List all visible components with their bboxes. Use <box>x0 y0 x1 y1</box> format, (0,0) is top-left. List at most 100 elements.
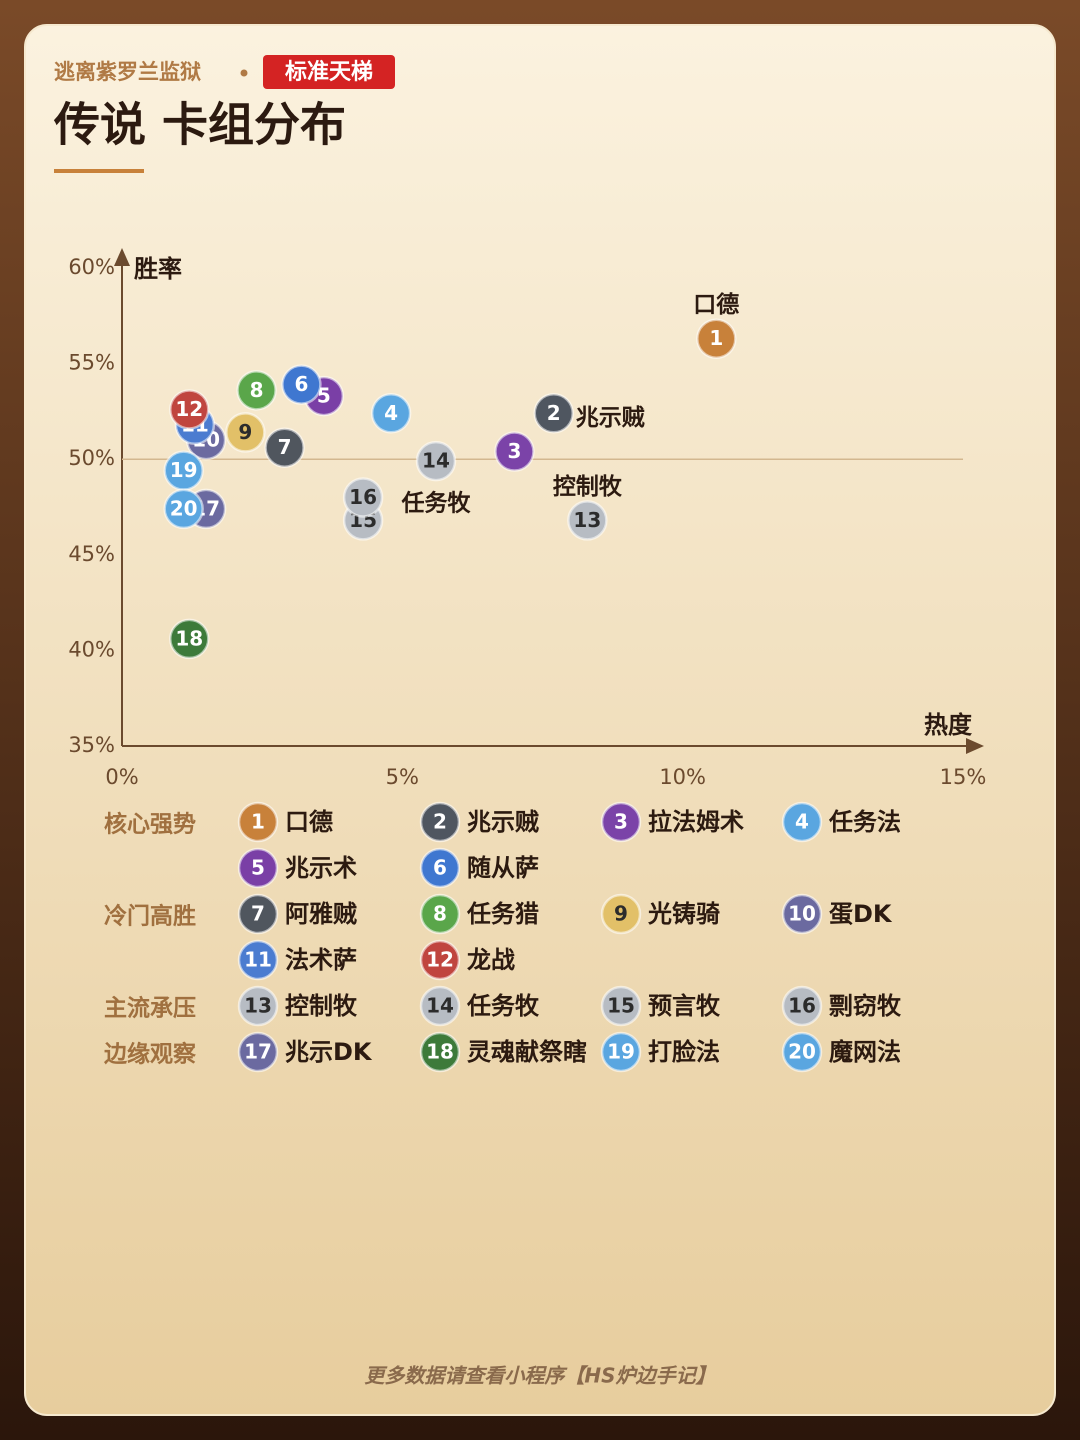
point-id: 2 <box>433 810 447 834</box>
y-tick-label: 35% <box>68 733 115 757</box>
point-marker <box>237 939 279 981</box>
x-tick-label: 10% <box>659 765 706 789</box>
point-marker <box>600 985 642 1027</box>
x-tick-label: 5% <box>386 765 419 789</box>
point-id: 10 <box>788 902 816 926</box>
point-marker <box>781 985 823 1027</box>
point-marker <box>600 801 642 843</box>
y-tick-label: 45% <box>68 542 115 566</box>
callout: 兆示贼 <box>576 405 645 431</box>
point-id: 20 <box>170 496 198 520</box>
point-marker <box>419 847 461 889</box>
legend-name: 口德 <box>285 808 333 836</box>
point-id: 6 <box>433 856 447 880</box>
point-marker <box>237 847 279 889</box>
point-id: 20 <box>788 1040 816 1064</box>
legend-name: 灵魂献祭瞎 <box>467 1038 587 1066</box>
legend-name: 随从萨 <box>467 854 539 882</box>
point-id: 3 <box>614 810 628 834</box>
point-marker <box>781 893 823 935</box>
point-id: 4 <box>795 810 809 834</box>
badge: 标准天梯 <box>285 59 373 85</box>
x-tick-label: 15% <box>940 765 987 789</box>
legend-group: 核心强势 <box>104 811 196 838</box>
scatter-point <box>281 364 322 405</box>
legend-name: 光铸骑 <box>647 900 720 928</box>
y-tick-label: 50% <box>68 446 115 470</box>
point-id: 12 <box>426 948 454 972</box>
legend-name: 蛋DK <box>829 900 893 928</box>
point-marker <box>419 985 461 1027</box>
point-id: 1 <box>251 810 265 834</box>
scatter-point <box>494 431 535 472</box>
point-id: 3 <box>508 439 522 463</box>
point-id: 9 <box>614 902 628 926</box>
callout: 控制牧 <box>553 473 623 500</box>
scatter-point <box>696 318 737 359</box>
point-id: 16 <box>788 994 816 1018</box>
point-marker <box>600 1031 642 1073</box>
point-id: 13 <box>573 508 601 532</box>
point-marker <box>419 893 461 935</box>
point-id: 5 <box>251 856 265 880</box>
point-marker <box>237 893 279 935</box>
point-id: 1 <box>709 326 723 350</box>
point-id: 11 <box>244 948 272 972</box>
legend-group: 主流承压 <box>104 995 196 1022</box>
x-tick-label: 0% <box>105 765 138 789</box>
legend-name: 任务法 <box>828 808 901 836</box>
point-id: 17 <box>244 1040 272 1064</box>
legend-name: 剽窃牧 <box>829 992 902 1020</box>
point-marker <box>237 1031 279 1073</box>
badge-bg <box>263 55 395 89</box>
point-id: 7 <box>278 435 292 459</box>
legend-name: 龙战 <box>467 946 515 974</box>
y-tick-label: 60% <box>68 255 115 279</box>
point-id: 13 <box>244 994 272 1018</box>
point-id: 8 <box>250 378 264 402</box>
point-marker <box>781 1031 823 1073</box>
scatter-point <box>415 440 457 482</box>
legend-group: 边缘观察 <box>104 1041 197 1068</box>
point-id: 14 <box>426 994 454 1018</box>
point-id: 19 <box>607 1040 635 1064</box>
point-marker <box>237 985 279 1027</box>
legend-name: 兆示DK <box>285 1038 373 1066</box>
title-underline <box>54 169 144 173</box>
point-id: 6 <box>294 372 308 396</box>
y-axis-label: 胜率 <box>134 255 182 283</box>
point-id: 9 <box>238 420 252 444</box>
legend-name: 兆示术 <box>285 854 357 882</box>
point-marker <box>781 801 823 843</box>
card <box>24 24 1056 1416</box>
scatter-point <box>533 393 574 434</box>
callout: 口德 <box>693 291 739 318</box>
point-id: 7 <box>251 902 265 926</box>
y-tick-label: 55% <box>68 351 115 375</box>
point-id: 4 <box>384 401 398 425</box>
legend-name: 魔网法 <box>829 1038 901 1066</box>
scatter-point <box>163 488 204 530</box>
legend-name: 预言牧 <box>648 992 721 1020</box>
legend-name: 拉法姆术 <box>648 808 744 836</box>
point-marker <box>600 893 642 935</box>
point-marker <box>419 939 461 981</box>
legend-name: 打脸法 <box>648 1038 720 1066</box>
title: 传说 卡组分布 <box>53 98 346 152</box>
point-id: 14 <box>422 449 450 473</box>
point-id: 8 <box>433 902 447 926</box>
scatter-point <box>225 412 266 453</box>
scatter-point <box>342 477 384 518</box>
legend-name: 任务牧 <box>466 992 540 1020</box>
scatter-point <box>264 427 305 468</box>
scatter-point <box>370 393 412 434</box>
point-id: 18 <box>426 1040 454 1064</box>
dot <box>240 69 248 77</box>
point-marker <box>237 801 279 843</box>
point-marker <box>419 1031 461 1073</box>
legend-name: 法术萨 <box>285 946 357 974</box>
scatter-point <box>567 500 608 541</box>
scatter-point <box>169 618 210 660</box>
